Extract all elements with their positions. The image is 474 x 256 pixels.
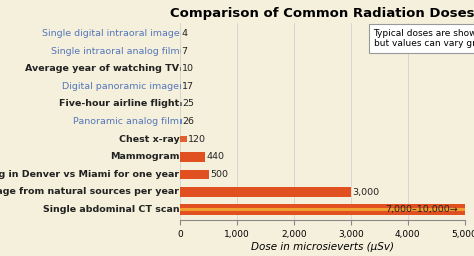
Bar: [180, 136, 187, 142]
Bar: [180, 84, 181, 89]
Text: 7: 7: [182, 47, 188, 56]
Text: 10: 10: [182, 64, 194, 73]
Text: Typical doses are shown,
but values can vary greatly: Typical doses are shown, but values can …: [374, 29, 474, 48]
Text: Mammogram: Mammogram: [110, 152, 179, 161]
Bar: [180, 119, 182, 124]
Text: 500: 500: [210, 170, 228, 179]
Text: 7,000–10,000→: 7,000–10,000→: [385, 205, 457, 214]
Text: Average year of watching TV: Average year of watching TV: [25, 64, 179, 73]
Text: Single abdominal CT scan: Single abdominal CT scan: [43, 205, 179, 214]
Bar: [180, 152, 205, 162]
Text: Average from natural sources per year: Average from natural sources per year: [0, 187, 179, 197]
Bar: [180, 67, 181, 71]
Bar: [180, 204, 465, 215]
Text: Single intraoral analog film: Single intraoral analog film: [51, 47, 179, 56]
Text: 4: 4: [182, 29, 187, 38]
Bar: [180, 169, 209, 179]
Text: Single digital intraoral image: Single digital intraoral image: [42, 29, 179, 38]
Text: 26: 26: [182, 117, 195, 126]
X-axis label: Dose in microsieverts (μSv): Dose in microsieverts (μSv): [251, 242, 394, 252]
Title: Comparison of Common Radiation Doses: Comparison of Common Radiation Doses: [170, 7, 474, 20]
Bar: [180, 187, 351, 197]
Text: Living in Denver vs Miami for one year: Living in Denver vs Miami for one year: [0, 170, 179, 179]
Text: Chest x-ray: Chest x-ray: [118, 135, 179, 144]
Text: Five-hour airline flight: Five-hour airline flight: [59, 100, 179, 109]
Text: 120: 120: [188, 135, 206, 144]
Text: 440: 440: [207, 152, 225, 161]
Text: 25: 25: [182, 100, 194, 109]
Text: Panoramic analog film: Panoramic analog film: [73, 117, 179, 126]
Text: 3,000: 3,000: [353, 187, 380, 197]
Bar: [180, 208, 465, 211]
Bar: [180, 102, 182, 106]
Text: 17: 17: [182, 82, 194, 91]
Text: Digital panoramic image: Digital panoramic image: [62, 82, 179, 91]
